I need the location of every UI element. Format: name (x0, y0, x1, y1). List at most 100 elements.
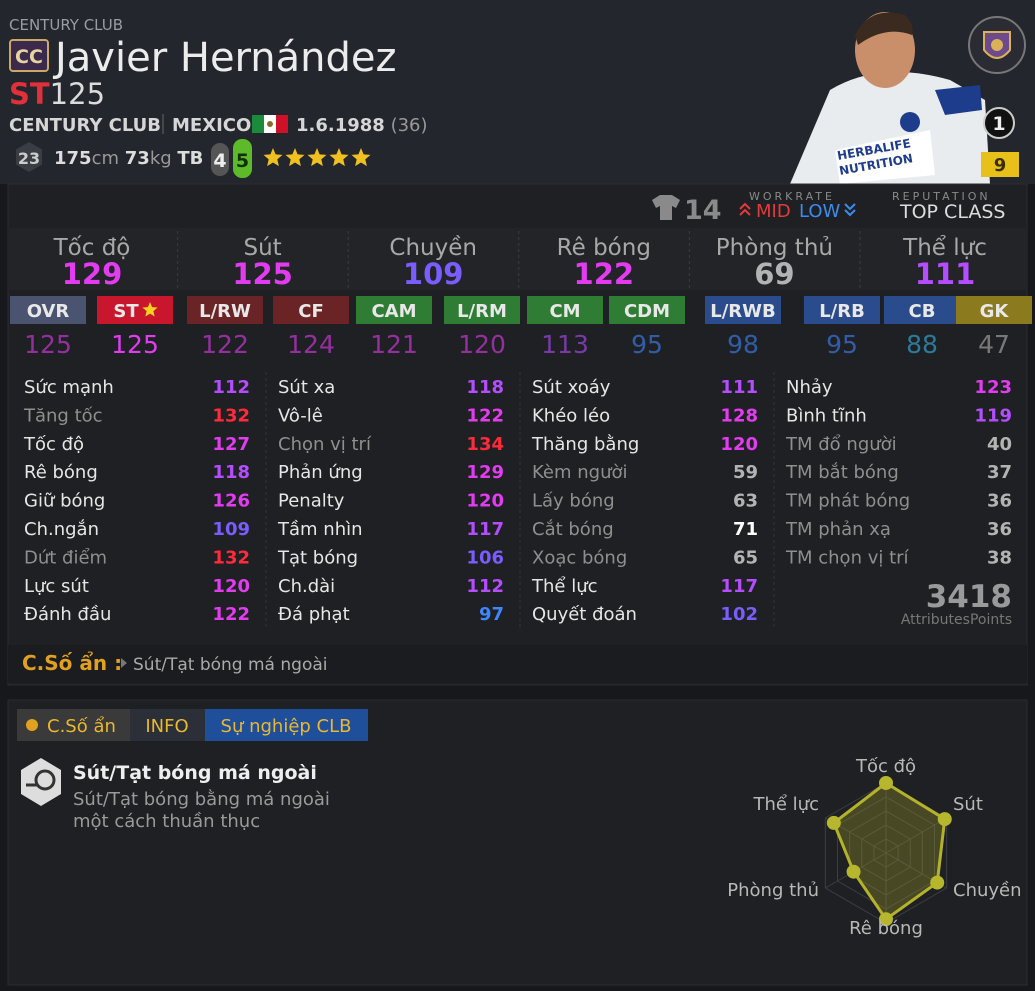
attribute-name: Lấy bóng (532, 491, 615, 512)
attribute-name: Ch.ngắn (24, 519, 99, 540)
attribute-value: 38 (987, 547, 1012, 568)
position: ST (9, 77, 50, 111)
position-value: 98 (727, 330, 759, 359)
attribute-name: TM đổ người (785, 434, 897, 455)
position-value: 120 (458, 330, 506, 359)
attribute-name: Tầm nhìn (277, 519, 363, 540)
card-level-badge (981, 152, 1019, 177)
set-badge (9, 39, 49, 72)
attribute-value: 65 (733, 547, 758, 568)
attribute-name: Đá phạt (278, 604, 350, 625)
attribute-name: Xoạc bóng (532, 547, 627, 568)
position-value: 121 (370, 330, 418, 359)
weight: 73 (125, 148, 150, 169)
position-label: CDM (624, 301, 670, 322)
jersey-number: 14 (684, 195, 722, 226)
attribute-value: 59 (733, 462, 758, 483)
attack-workrate: MID (756, 201, 791, 222)
position-value: 124 (287, 330, 335, 359)
attribute-value: 40 (987, 434, 1012, 455)
skill-pill (211, 143, 229, 176)
position-star (142, 302, 158, 317)
radar-label: Thể lực (752, 794, 819, 815)
position-value: 47 (978, 330, 1010, 359)
attribute-value: 120 (720, 434, 758, 455)
summary-label: Sút (243, 235, 281, 261)
attribute-value: 127 (212, 434, 250, 455)
position-bg (609, 296, 685, 324)
attribute-name: Penalty (278, 491, 345, 512)
position-label: OVR (27, 301, 70, 322)
total-label: AttributesPoints (901, 612, 1012, 628)
position-value: 113 (541, 330, 589, 359)
attribute-value: 122 (212, 604, 250, 625)
weak-pill (233, 139, 252, 178)
tab-icon (26, 719, 38, 731)
attribute-name: Lực sút (24, 576, 89, 597)
attribute-name: Tạt bóng (277, 547, 358, 568)
attribute-value: 106 (466, 547, 504, 568)
attribute-value: 97 (479, 604, 504, 625)
attribute-name: Phản ứng (278, 462, 363, 483)
height-unit: cm (92, 148, 119, 169)
radar-point (879, 776, 893, 790)
trait-description: một cách thuần thục (73, 811, 260, 832)
summary-label: Chuyền (389, 235, 477, 261)
radar-spoke (885, 817, 947, 854)
attribute-value: 132 (212, 547, 250, 568)
summary-label: Rê bóng (557, 235, 651, 261)
attribute-value: 36 (987, 491, 1012, 512)
trait-title: Sút/Tạt bóng má ngoài (73, 762, 317, 784)
tab[interactable]: C.Số ẩn (47, 716, 116, 737)
summary-value: 69 (754, 257, 794, 291)
position-label: CM (549, 301, 580, 322)
summary-value: 122 (574, 257, 635, 291)
body-info: 175cm 73kg TB (54, 148, 203, 169)
rank: 1 (992, 113, 1005, 135)
attribute-value: 37 (987, 462, 1012, 483)
player-name: Javier Hernández (52, 35, 397, 81)
tab[interactable]: INFO (145, 716, 188, 737)
hidden-label: C.Số ẩn : (22, 651, 122, 675)
attribute-name: TM phản xạ (785, 519, 891, 540)
position-ovr: ST125 (9, 77, 105, 111)
radar-label: Phòng thủ (727, 880, 819, 901)
club-emblem (968, 16, 1026, 74)
position-value: 122 (201, 330, 249, 359)
skill-foot: 4 (213, 150, 226, 172)
position-label: L/RM (457, 301, 507, 322)
position-bg (444, 296, 520, 324)
trait-description: Sút/Tạt bóng bằng má ngoài (73, 789, 330, 810)
body-type: TB (177, 148, 203, 169)
reputation: TOP CLASS (899, 201, 1005, 223)
tab-bg[interactable] (130, 709, 205, 741)
radar-label: Sút (953, 794, 983, 815)
attribute-name: Thể lực (531, 576, 598, 597)
weak-foot: 5 (236, 150, 249, 172)
attribute-value: 129 (466, 462, 504, 483)
position-bg (356, 296, 432, 324)
summary-value: 109 (403, 257, 464, 291)
star (285, 148, 305, 167)
attribute-value: 120 (466, 491, 504, 512)
attribute-value: 71 (733, 519, 758, 540)
tab-bg[interactable] (205, 709, 368, 741)
attribute-value: 117 (720, 576, 758, 597)
card-level: 9 (994, 155, 1007, 176)
attribute-name: Rê bóng (24, 462, 98, 483)
position-value: 125 (24, 330, 72, 359)
birth: 1.6.1988 (296, 115, 385, 136)
attribute-value: 134 (466, 434, 504, 455)
tab[interactable]: Sự nghiệp CLB (221, 716, 352, 737)
radar-point (937, 812, 952, 827)
attribute-name: Nhảy (786, 377, 833, 398)
age: (36) (391, 115, 428, 136)
jersey-icon (652, 195, 680, 220)
attribute-name: Vô-lê (278, 405, 323, 426)
position-value: 95 (631, 330, 663, 359)
attribute-value: 118 (466, 377, 504, 398)
attribute-value: 117 (466, 519, 504, 540)
attribute-name: Thăng bằng (531, 434, 639, 455)
nation: MEXICO (172, 115, 251, 136)
